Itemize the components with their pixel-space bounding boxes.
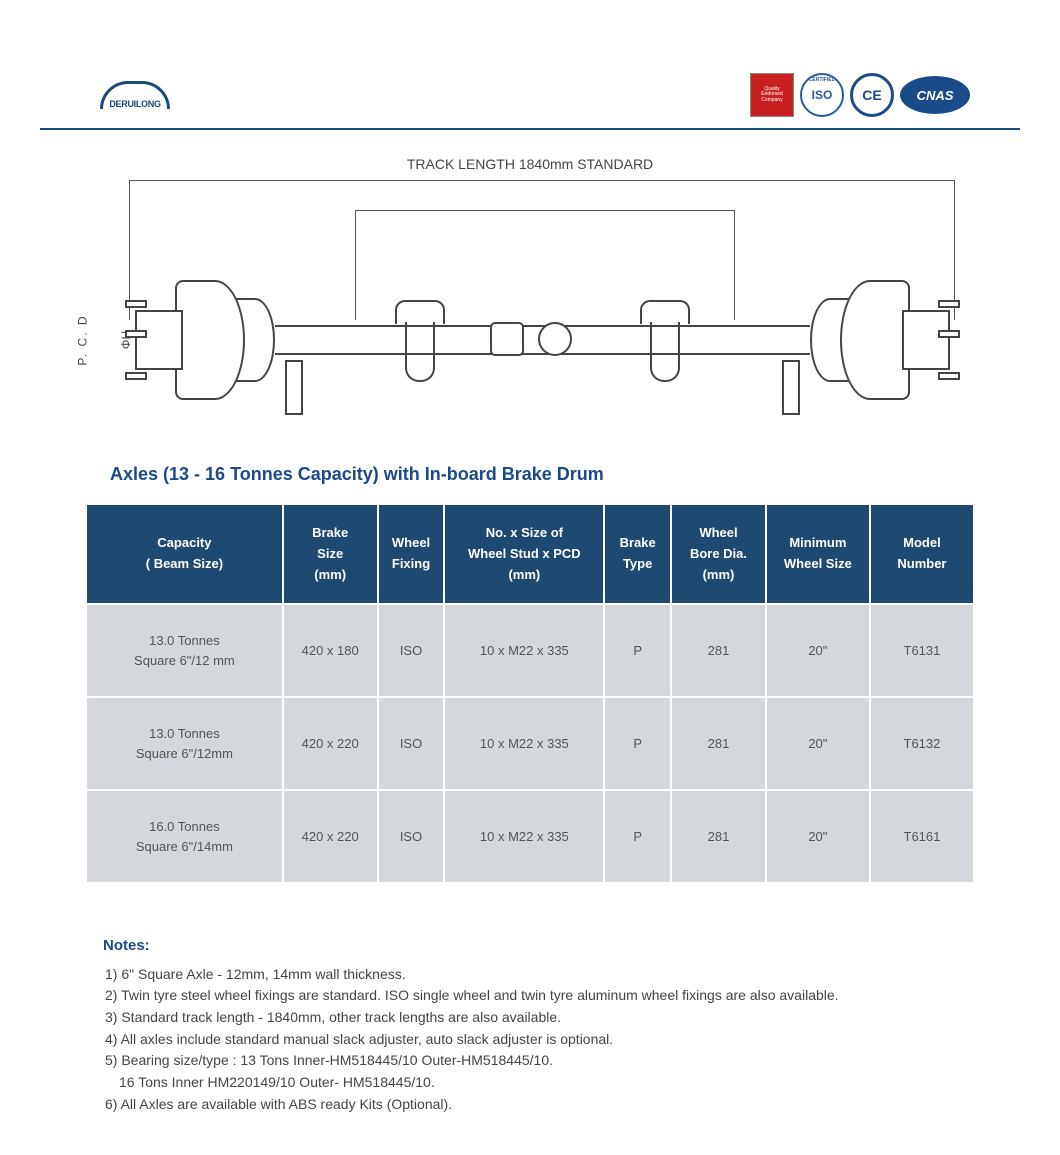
cell-min: 20" — [767, 791, 869, 882]
dimension-line-track — [129, 180, 955, 181]
cell-model: T6161 — [871, 791, 973, 882]
brand-logo: DERUILONG — [90, 70, 180, 120]
col-wheel-fixing: WheelFixing — [379, 505, 444, 603]
slack-adjuster-left — [285, 360, 303, 415]
cell-brake-size: 420 x 180 — [284, 605, 377, 696]
cell-bore: 281 — [672, 698, 765, 789]
table-row: 13.0 TonnesSquare 6"/12 mm 420 x 180 ISO… — [87, 605, 973, 696]
note-item: 1) 6" Square Axle - 12mm, 14mm wall thic… — [105, 964, 975, 986]
notes-title: Notes: — [103, 934, 975, 957]
slack-adjuster-right — [782, 360, 800, 415]
table-row: 13.0 TonnesSquare 6"/12mm 420 x 220 ISO … — [87, 698, 973, 789]
note-item: 2) Twin tyre steel wheel fixings are sta… — [105, 985, 975, 1007]
spring-seat-right — [630, 300, 700, 390]
axle-spec-table: Capacity( Beam Size) BrakeSize(mm) Wheel… — [85, 503, 975, 884]
axle-diagram: TRACK LENGTH 1840mm STANDARD P. C. D ΦH — [85, 150, 975, 440]
cell-stud: 10 x M22 x 335 — [445, 605, 603, 696]
notes-section: Notes: 1) 6" Square Axle - 12mm, 14mm wa… — [105, 934, 975, 1115]
col-model: ModelNumber — [871, 505, 973, 603]
dimension-line-spring-centres — [355, 210, 735, 211]
hub-left — [135, 280, 285, 400]
col-capacity: Capacity( Beam Size) — [87, 505, 282, 603]
cell-bore: 281 — [672, 791, 765, 882]
track-length-label: TRACK LENGTH 1840mm STANDARD — [85, 156, 975, 172]
section-title: Axles (13 - 16 Tonnes Capacity) with In-… — [110, 464, 1020, 485]
brand-name: DERUILONG — [107, 99, 162, 109]
note-item: 4) All axles include standard manual sla… — [105, 1029, 975, 1051]
note-item: 16 Tons Inner HM220149/10 Outer- HM51844… — [105, 1072, 975, 1094]
cell-bore: 281 — [672, 605, 765, 696]
cell-brake-size: 420 x 220 — [284, 791, 377, 882]
table-row: 16.0 TonnesSquare 6"/14mm 420 x 220 ISO … — [87, 791, 973, 882]
cell-fixing: ISO — [379, 698, 444, 789]
page-header: DERUILONG Quality Endorsed Company ISO C… — [40, 70, 1020, 130]
cell-fixing: ISO — [379, 791, 444, 882]
hub-right — [800, 280, 950, 400]
cell-fixing: ISO — [379, 605, 444, 696]
cell-type: P — [605, 698, 670, 789]
beam-section-round — [538, 322, 572, 356]
cnas-badge: CNAS — [900, 76, 970, 114]
cell-type: P — [605, 605, 670, 696]
note-item: 6) All Axles are available with ABS read… — [105, 1094, 975, 1116]
cell-capacity: 13.0 TonnesSquare 6"/12mm — [87, 698, 282, 789]
table-header-row: Capacity( Beam Size) BrakeSize(mm) Wheel… — [87, 505, 973, 603]
cell-capacity: 16.0 TonnesSquare 6"/14mm — [87, 791, 282, 882]
spring-seat-left — [385, 300, 455, 390]
col-min-wheel: MinimumWheel Size — [767, 505, 869, 603]
cell-type: P — [605, 791, 670, 882]
col-brake-size: BrakeSize(mm) — [284, 505, 377, 603]
iso-badge: ISO — [800, 73, 844, 117]
col-stud-pcd: No. x Size ofWheel Stud x PCD(mm) — [445, 505, 603, 603]
col-brake-type: BrakeType — [605, 505, 670, 603]
cell-capacity: 13.0 TonnesSquare 6"/12 mm — [87, 605, 282, 696]
qec-badge: Quality Endorsed Company — [750, 73, 794, 117]
cell-min: 20" — [767, 605, 869, 696]
axle-drawing: P. C. D ΦH — [85, 270, 975, 410]
cell-model: T6132 — [871, 698, 973, 789]
note-item: 3) Standard track length - 1840mm, other… — [105, 1007, 975, 1029]
col-bore-dia: WheelBore Dia.(mm) — [672, 505, 765, 603]
cell-brake-size: 420 x 220 — [284, 698, 377, 789]
cell-stud: 10 x M22 x 335 — [445, 698, 603, 789]
cell-min: 20" — [767, 698, 869, 789]
beam-section-square — [490, 322, 524, 356]
certification-badges: Quality Endorsed Company ISO CE CNAS — [750, 73, 970, 117]
cell-model: T6131 — [871, 605, 973, 696]
ce-badge: CE — [850, 73, 894, 117]
pcd-label: P. C. D — [76, 314, 90, 365]
note-item: 5) Bearing size/type : 13 Tons Inner-HM5… — [105, 1050, 975, 1072]
cell-stud: 10 x M22 x 335 — [445, 791, 603, 882]
